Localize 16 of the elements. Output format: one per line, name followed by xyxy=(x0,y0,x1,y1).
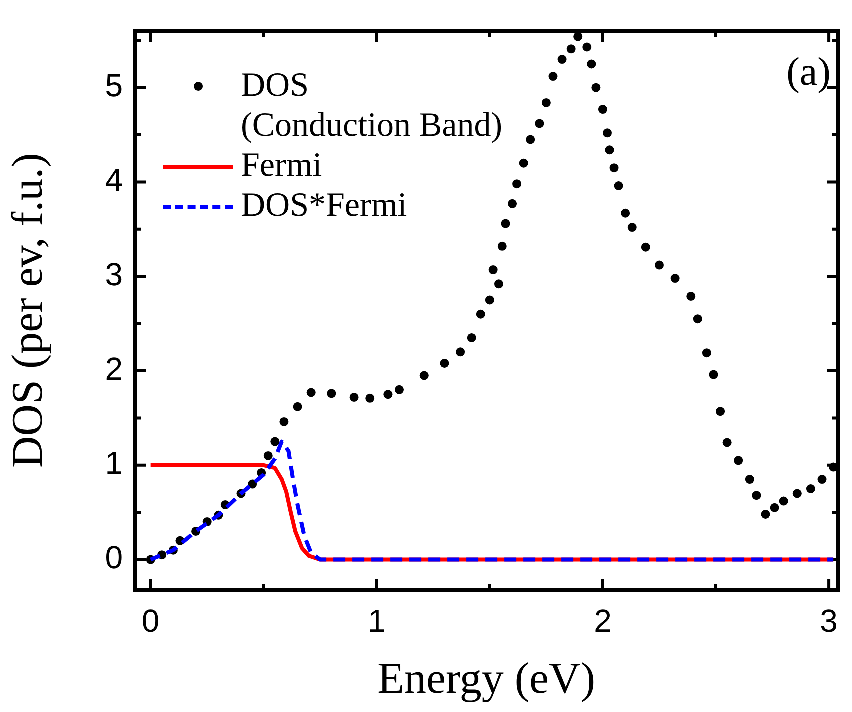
legend-label: Fermi xyxy=(241,146,322,186)
y-tick-label: 4 xyxy=(105,162,123,198)
x-tick-label: 3 xyxy=(820,603,838,640)
y-tick-label: 3 xyxy=(105,256,123,292)
x-tick-label: 1 xyxy=(368,603,386,640)
legend-label: DOS*Fermi xyxy=(241,186,408,226)
y-tick-label: 0 xyxy=(105,540,123,576)
annotation: (a) xyxy=(786,48,831,95)
legend-label: DOS (Conduction Band) xyxy=(241,66,503,146)
x-tick-label: 2 xyxy=(594,603,612,640)
y-tick-label: 2 xyxy=(105,350,123,387)
y-axis-title: DOS (per ev, f.u.) xyxy=(2,153,52,468)
x-axis-title: Energy (eV) xyxy=(378,654,596,704)
y-tick-label: 1 xyxy=(105,445,123,482)
y-tick-label: 5 xyxy=(105,68,123,104)
x-tick-label: 0 xyxy=(142,603,160,640)
